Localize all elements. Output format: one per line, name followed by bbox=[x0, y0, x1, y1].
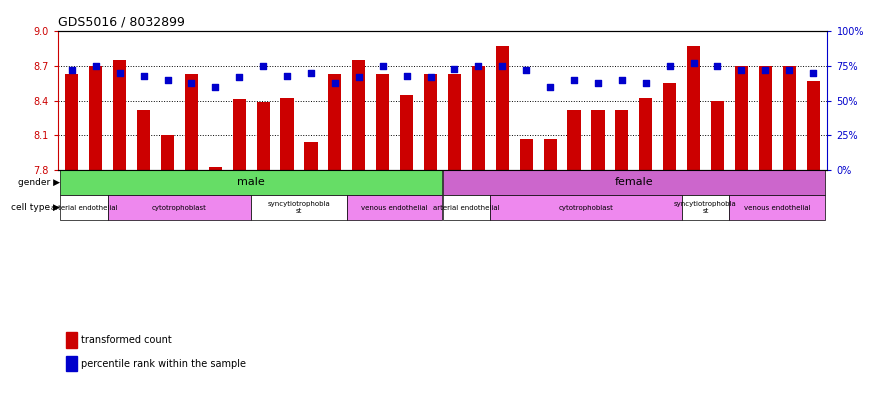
Point bbox=[280, 73, 294, 79]
Bar bbox=[233, 99, 246, 170]
Point bbox=[639, 79, 653, 86]
Bar bbox=[615, 110, 628, 170]
Bar bbox=[711, 101, 724, 170]
Point bbox=[591, 79, 605, 86]
Point bbox=[136, 73, 150, 79]
Bar bbox=[496, 46, 509, 170]
Bar bbox=[567, 110, 581, 170]
Bar bbox=[60, 170, 442, 195]
Point bbox=[615, 77, 629, 83]
Text: cell type ▶: cell type ▶ bbox=[11, 203, 60, 212]
Bar bbox=[424, 74, 437, 170]
Point bbox=[519, 67, 534, 73]
Text: arterial endothelial: arterial endothelial bbox=[50, 204, 117, 211]
Bar bbox=[60, 195, 108, 220]
Point bbox=[806, 70, 820, 76]
Point bbox=[88, 63, 103, 69]
Point bbox=[208, 84, 222, 90]
Point bbox=[160, 77, 174, 83]
Text: cytotrophoblast: cytotrophoblast bbox=[558, 204, 613, 211]
Bar bbox=[472, 66, 485, 170]
Bar bbox=[352, 60, 366, 170]
Point bbox=[543, 84, 558, 90]
Point bbox=[663, 63, 677, 69]
Point bbox=[256, 63, 270, 69]
Text: syncytiotrophobla
st: syncytiotrophobla st bbox=[674, 201, 737, 214]
Point bbox=[711, 63, 725, 69]
Text: venous endothelial: venous endothelial bbox=[744, 204, 811, 211]
Bar bbox=[108, 195, 251, 220]
Bar bbox=[400, 95, 413, 170]
Bar bbox=[89, 66, 103, 170]
Bar bbox=[687, 46, 700, 170]
Bar bbox=[347, 195, 442, 220]
Text: GDS5016 / 8032899: GDS5016 / 8032899 bbox=[58, 16, 184, 29]
Bar bbox=[729, 195, 825, 220]
Text: gender ▶: gender ▶ bbox=[18, 178, 60, 187]
Point bbox=[112, 70, 127, 76]
Bar bbox=[591, 110, 604, 170]
Point bbox=[567, 77, 581, 83]
Point bbox=[65, 67, 79, 73]
Bar bbox=[257, 102, 270, 170]
Bar bbox=[113, 60, 127, 170]
Bar bbox=[543, 139, 557, 170]
Point bbox=[472, 63, 486, 69]
Point bbox=[448, 66, 462, 72]
Point bbox=[735, 67, 749, 73]
Point bbox=[399, 73, 413, 79]
Bar bbox=[490, 195, 681, 220]
Text: male: male bbox=[237, 177, 266, 187]
Text: female: female bbox=[614, 177, 653, 187]
Bar bbox=[161, 135, 174, 170]
Point bbox=[327, 79, 342, 86]
Bar bbox=[185, 74, 198, 170]
Point bbox=[304, 70, 318, 76]
Bar bbox=[376, 74, 389, 170]
Point bbox=[496, 63, 510, 69]
Bar bbox=[735, 66, 748, 170]
Bar bbox=[681, 195, 729, 220]
Point bbox=[687, 60, 701, 66]
Point bbox=[232, 74, 246, 80]
Bar bbox=[806, 81, 820, 170]
Bar bbox=[442, 195, 490, 220]
Bar bbox=[442, 170, 825, 195]
Bar bbox=[519, 139, 533, 170]
Text: percentile rank within the sample: percentile rank within the sample bbox=[81, 358, 245, 369]
Bar bbox=[758, 66, 772, 170]
Text: venous endothelial: venous endothelial bbox=[361, 204, 428, 211]
Point bbox=[184, 79, 198, 86]
Bar bbox=[328, 74, 342, 170]
Text: transformed count: transformed count bbox=[81, 335, 172, 345]
Text: syncytiotrophobla
st: syncytiotrophobla st bbox=[267, 201, 330, 214]
Text: cytotrophoblast: cytotrophoblast bbox=[152, 204, 207, 211]
Point bbox=[351, 74, 366, 80]
Point bbox=[782, 67, 796, 73]
Point bbox=[375, 63, 389, 69]
Bar bbox=[137, 110, 150, 170]
Bar bbox=[251, 195, 347, 220]
Bar bbox=[448, 74, 461, 170]
Bar bbox=[782, 66, 796, 170]
Bar bbox=[639, 98, 652, 170]
Bar bbox=[663, 83, 676, 170]
Bar bbox=[304, 142, 318, 170]
Point bbox=[758, 67, 773, 73]
Point bbox=[423, 74, 437, 80]
Bar bbox=[209, 167, 222, 170]
Bar bbox=[281, 98, 294, 170]
Text: arterial endothelial: arterial endothelial bbox=[433, 204, 500, 211]
Bar bbox=[65, 74, 79, 170]
